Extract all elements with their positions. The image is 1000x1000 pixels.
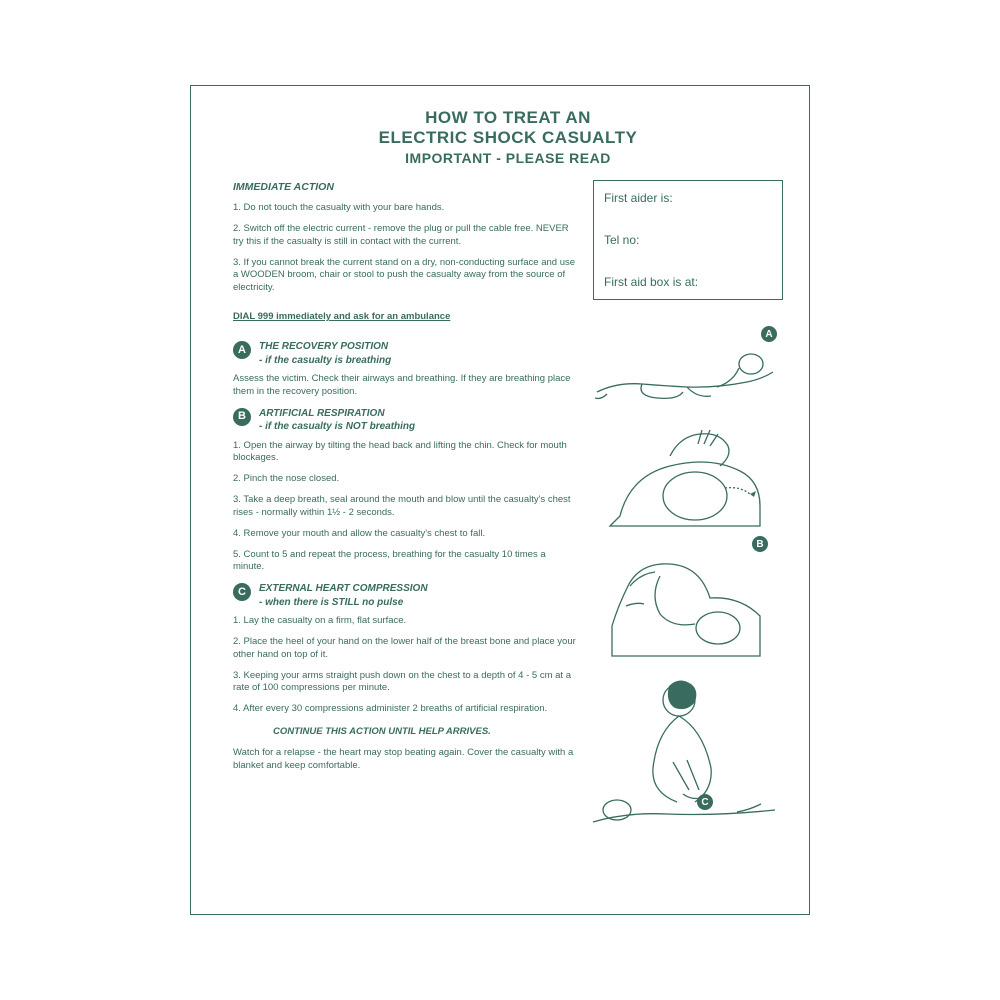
- continue-line: CONTINUE THIS ACTION UNTIL HELP ARRIVES.: [273, 726, 579, 739]
- section-b-p1: 1. Open the airway by tilting the head b…: [233, 440, 579, 466]
- info-first-aider: First aider is:: [604, 191, 772, 205]
- info-tel: Tel no:: [604, 233, 772, 247]
- section-c-title: EXTERNAL HEART COMPRESSION: [259, 582, 428, 596]
- tag-b: B: [752, 536, 768, 552]
- section-c-p4: 4. After every 30 compressions administe…: [233, 703, 579, 716]
- section-b-p5: 5. Count to 5 and repeat the process, br…: [233, 549, 579, 575]
- illustration-b: B: [600, 416, 770, 666]
- info-box: First aider is: Tel no: First aid box is…: [593, 180, 783, 300]
- section-c-sub: - when there is STILL no pulse: [259, 596, 428, 610]
- body-row: A THE RECOVERY POSITION - if the casualt…: [233, 332, 783, 848]
- section-b-sub: - if the casualty is NOT breathing: [259, 420, 415, 434]
- artificial-respiration-icon: [600, 416, 770, 666]
- immediate-heading: IMMEDIATE ACTION: [233, 180, 579, 194]
- illustration-c: C: [587, 672, 783, 842]
- section-a-sub: - if the casualty is breathing: [259, 354, 391, 368]
- section-a-head: A THE RECOVERY POSITION - if the casualt…: [233, 340, 579, 367]
- badge-c: C: [233, 583, 251, 601]
- section-b-p4: 4. Remove your mouth and allow the casua…: [233, 528, 579, 541]
- tag-c: C: [697, 794, 713, 810]
- immediate-p2: 2. Switch off the electric current - rem…: [233, 223, 579, 249]
- section-b-title: ARTIFICIAL RESPIRATION: [259, 407, 415, 421]
- section-c-p2: 2. Place the heel of your hand on the lo…: [233, 636, 579, 662]
- recovery-position-icon: [587, 332, 783, 410]
- title-block: HOW TO TREAT AN ELECTRIC SHOCK CASUALTY …: [233, 108, 783, 166]
- section-b-p3: 3. Take a deep breath, seal around the m…: [233, 494, 579, 520]
- title-line-2: ELECTRIC SHOCK CASUALTY: [233, 128, 783, 148]
- poster: HOW TO TREAT AN ELECTRIC SHOCK CASUALTY …: [190, 85, 810, 915]
- dial-999: DIAL 999 immediately and ask for an ambu…: [233, 311, 783, 322]
- section-c-p3: 3. Keeping your arms straight push down …: [233, 670, 579, 696]
- tag-a: A: [761, 326, 777, 342]
- title-line-1: HOW TO TREAT AN: [233, 108, 783, 128]
- immediate-action-column: IMMEDIATE ACTION 1. Do not touch the cas…: [233, 180, 579, 303]
- immediate-p1: 1. Do not touch the casualty with your b…: [233, 202, 579, 215]
- section-c-p1: 1. Lay the casualty on a firm, flat surf…: [233, 615, 579, 628]
- info-box-at: First aid box is at:: [604, 275, 772, 289]
- chest-compression-icon: [587, 672, 783, 842]
- section-a-body: Assess the victim. Check their airways a…: [233, 373, 579, 399]
- section-b-p2: 2. Pinch the nose closed.: [233, 473, 579, 486]
- badge-b: B: [233, 408, 251, 426]
- footer-watch: Watch for a relapse - the heart may stop…: [233, 747, 579, 773]
- illustration-a: A: [587, 332, 783, 410]
- body-text: A THE RECOVERY POSITION - if the casualt…: [233, 332, 579, 848]
- top-row: IMMEDIATE ACTION 1. Do not touch the cas…: [233, 180, 783, 303]
- immediate-p3: 3. If you cannot break the current stand…: [233, 257, 579, 295]
- title-line-3: IMPORTANT - PLEASE READ: [233, 150, 783, 166]
- section-a-title: THE RECOVERY POSITION: [259, 340, 391, 354]
- section-c-head: C EXTERNAL HEART COMPRESSION - when ther…: [233, 582, 579, 609]
- badge-a: A: [233, 341, 251, 359]
- illustration-column: A: [587, 332, 783, 848]
- section-b-head: B ARTIFICIAL RESPIRATION - if the casual…: [233, 407, 579, 434]
